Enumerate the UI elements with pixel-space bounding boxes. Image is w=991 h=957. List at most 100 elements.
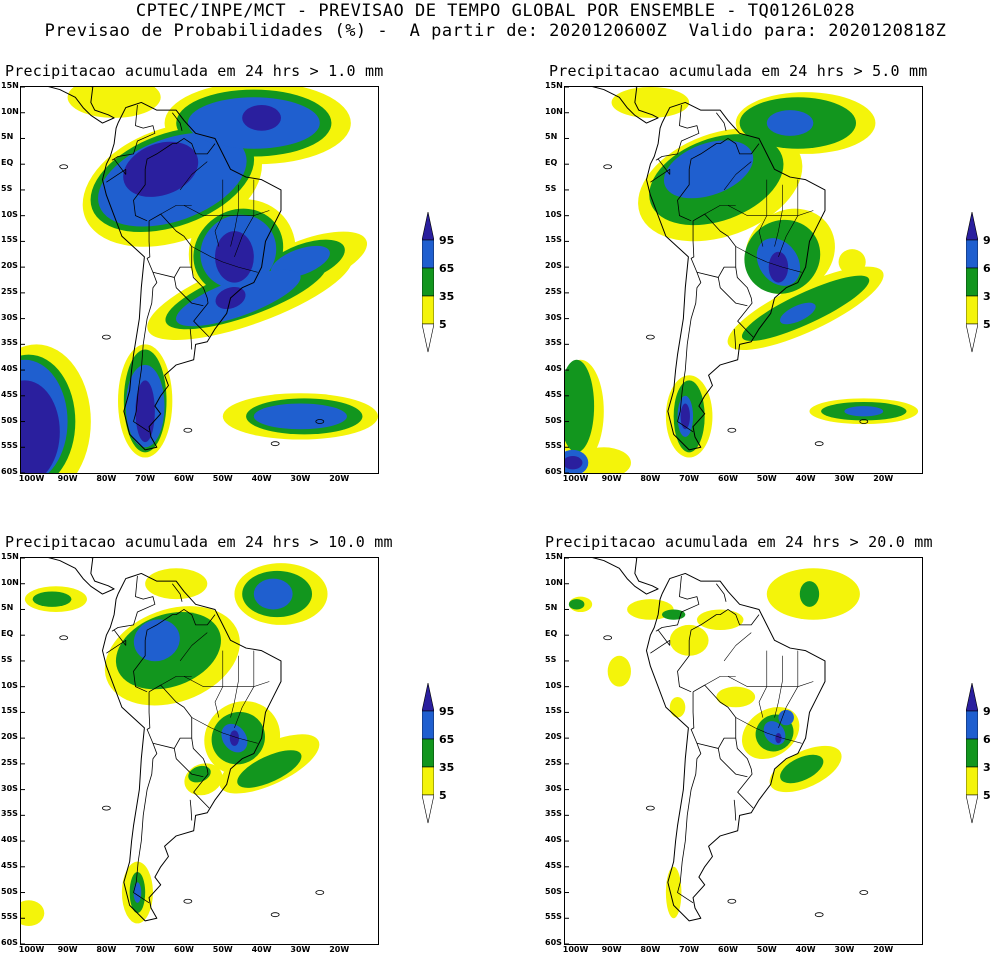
lon-tick-label: 20W [873, 474, 894, 483]
lat-tick-label: 5N [545, 132, 558, 142]
legend-swatch [422, 710, 434, 740]
lat-tick-label: 55S [1, 912, 18, 922]
state-border [191, 246, 258, 273]
lat-tick-label: 30S [1, 312, 18, 322]
lat-tick-label: 15N [1, 81, 19, 90]
legend-label: 5 [983, 318, 991, 331]
prob-area [253, 578, 293, 610]
probability-map [564, 86, 923, 474]
legend-swatch-bottom [422, 794, 434, 824]
legend-label: 35 [439, 761, 455, 774]
lat-tick-label: 30S [1, 783, 18, 793]
country-border [172, 583, 183, 602]
country-border [148, 684, 210, 809]
panel-title: Precipitacao acumulada em 24 hrs > 20.0 … [545, 533, 933, 551]
country-border [152, 737, 192, 749]
prob-area [21, 380, 60, 473]
legend-colorbar [422, 212, 434, 353]
state-border [704, 676, 736, 686]
country-border [677, 138, 760, 222]
lat-tick-label: 45S [1, 389, 18, 399]
lat-tick-label: 20S [545, 261, 562, 271]
coastline-central-america [592, 87, 659, 124]
country-border [173, 748, 204, 778]
lat-tick-label: 55S [545, 441, 562, 451]
lon-tick-label: 90W [57, 474, 78, 483]
lon-tick-label: 50W [212, 474, 233, 483]
state-border [191, 717, 258, 744]
island [645, 334, 655, 340]
legend-label: 35 [983, 290, 991, 303]
lat-tick-label: 15S [545, 235, 562, 245]
lat-tick-label: 30S [545, 783, 562, 793]
lon-tick-label: 40W [795, 945, 816, 954]
lon-tick-label: 70W [679, 945, 700, 954]
lat-tick-label: 50S [1, 415, 18, 425]
country-border [677, 691, 702, 904]
island [270, 912, 280, 918]
country-border [111, 575, 156, 646]
legend-swatch [422, 766, 434, 796]
state-border [735, 717, 802, 744]
country-border [133, 691, 158, 904]
legend-swatch-bottom [966, 794, 978, 824]
panel-title: Precipitacao acumulada em 24 hrs > 1.0 m… [5, 62, 384, 80]
lat-tick-label: 45S [545, 389, 562, 399]
prob-layer-d [775, 732, 782, 744]
lat-tick-label: 25S [545, 757, 562, 767]
coastline [645, 572, 826, 922]
country-border [148, 213, 210, 338]
lat-tick-label: 10N [545, 577, 563, 587]
lon-tick-label: 20W [873, 945, 894, 954]
prob-area [133, 882, 142, 903]
prob-area [237, 750, 302, 788]
legend-colorbar [422, 683, 434, 824]
state-border [758, 179, 768, 247]
color-legend: 95 65 35 5 [422, 212, 454, 354]
island [603, 164, 613, 170]
state-border [704, 205, 736, 215]
legend-label: 65 [439, 733, 455, 746]
lat-tick-label: 10N [545, 106, 563, 116]
legend-swatch [966, 239, 978, 269]
state-border [183, 205, 270, 216]
state-border [234, 179, 255, 257]
lat-tick-label: 50S [545, 415, 562, 425]
map-canvas [21, 558, 328, 944]
prob-area [32, 591, 72, 607]
lat-tick-label: 10S [545, 680, 562, 690]
prob-layer-y [568, 568, 860, 919]
state-border [179, 632, 208, 662]
lon-tick-label: 60W [717, 474, 738, 483]
legend-label: 35 [439, 290, 455, 303]
legend-label: 65 [983, 733, 991, 746]
legend-swatch [966, 738, 978, 768]
prob-area [627, 599, 674, 620]
island [315, 890, 325, 895]
lat-tick-label: 25S [1, 286, 18, 296]
legend-label: 5 [983, 789, 991, 802]
lon-tick-label: 100W [562, 945, 589, 954]
lat-tick-label: 5N [1, 603, 14, 613]
lon-tick-label: 80W [96, 474, 117, 483]
legend-swatch [422, 267, 434, 297]
lat-tick-label: 35S [545, 338, 562, 348]
legend-label: 65 [983, 262, 991, 275]
lon-tick-label: 30W [834, 945, 855, 954]
state-border [234, 650, 255, 728]
legend-swatch-top [422, 212, 434, 241]
lon-tick-label: 90W [601, 945, 622, 954]
panel-title: Precipitacao acumulada em 24 hrs > 10.0 … [5, 533, 393, 551]
lon-tick-label: 60W [717, 945, 738, 954]
prob-area [844, 406, 884, 417]
country-border [655, 575, 700, 646]
lat-tick-label: 15N [1, 552, 19, 561]
lon-tick-label: 30W [290, 945, 311, 954]
coastline [101, 101, 282, 451]
lat-tick-label: 15N [545, 552, 563, 561]
lon-tick-label: 20W [329, 945, 350, 954]
color-legend: 95 65 35 5 [422, 683, 454, 825]
state-border [735, 246, 802, 273]
color-legend: 95 65 35 5 [966, 212, 991, 354]
panel-title: Precipitacao acumulada em 24 hrs > 5.0 m… [549, 62, 928, 80]
